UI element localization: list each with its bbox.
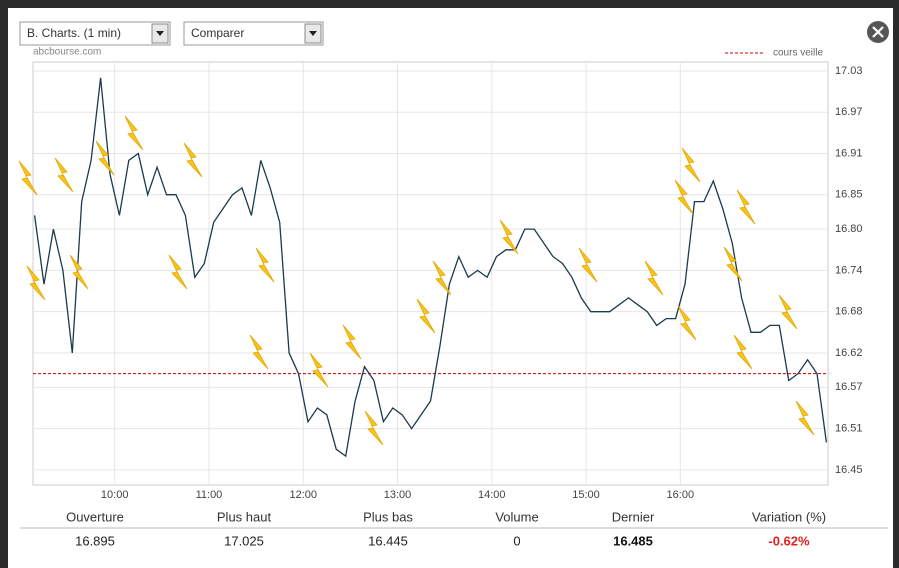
x-tick-label: 11:00 — [196, 489, 223, 501]
news-icon — [95, 140, 115, 176]
x-tick-label: 10:00 — [101, 489, 129, 501]
news-icon — [499, 219, 519, 255]
x-tick-label: 14:00 — [478, 489, 506, 501]
news-icon — [168, 254, 188, 290]
table-value: 16.445 — [368, 533, 408, 548]
news-icon — [416, 298, 436, 334]
y-tick-label: 16.68 — [835, 306, 863, 318]
news-icon — [69, 254, 89, 290]
period-select[interactable]: B. Charts. (1 min) — [19, 21, 171, 46]
compare-select[interactable]: Comparer — [183, 21, 324, 46]
y-tick-label: 16.45 — [835, 464, 863, 476]
x-tick-label: 16:00 — [667, 489, 695, 501]
table-value: 16.485 — [613, 533, 653, 548]
select-arrow — [309, 31, 317, 36]
select-arrow — [156, 31, 164, 36]
news-icon — [733, 334, 753, 370]
table-header: Plus haut — [217, 509, 272, 524]
news-icon — [249, 334, 269, 370]
table-value: -0.62% — [768, 533, 810, 548]
news-icon — [778, 294, 798, 330]
table-value: 17.025 — [224, 533, 264, 548]
news-icon — [736, 189, 756, 225]
x-tick-label: 15:00 — [572, 489, 600, 501]
news-icon — [795, 400, 815, 436]
select-box[interactable] — [183, 21, 324, 46]
table-value: 0 — [513, 533, 520, 548]
table-header: Plus bas — [363, 509, 413, 524]
news-icon — [432, 260, 452, 296]
news-icon — [674, 179, 694, 215]
y-tick-label: 16.91 — [835, 147, 863, 159]
y-tick-label: 16.97 — [835, 106, 863, 118]
news-icon — [364, 410, 384, 446]
y-tick-label: 16.62 — [835, 347, 863, 359]
y-tick-label: 16.74 — [835, 264, 863, 276]
select-label: B. Charts. (1 min) — [27, 26, 121, 40]
table-value: 16.895 — [75, 533, 115, 548]
news-icon — [26, 265, 46, 301]
news-icon — [309, 352, 329, 388]
y-tick-label: 16.57 — [835, 381, 863, 393]
news-icon — [342, 324, 362, 360]
news-icon — [578, 247, 598, 283]
x-tick-label: 13:00 — [384, 489, 412, 501]
news-icon — [255, 247, 275, 283]
news-icon — [54, 157, 74, 193]
y-tick-label: 16.80 — [835, 223, 863, 235]
news-icon — [644, 260, 664, 296]
news-icon — [124, 115, 144, 151]
watermark: abcbourse.com — [33, 47, 101, 58]
table-header: Volume — [495, 509, 538, 524]
news-icon — [723, 246, 743, 282]
table-header: Variation (%) — [752, 509, 826, 524]
y-tick-label: 17.03 — [835, 65, 863, 77]
legend-label: cours veille — [773, 48, 823, 59]
news-icon — [681, 147, 701, 183]
select-label: Comparer — [191, 26, 244, 40]
news-icon — [183, 142, 203, 178]
table-header: Dernier — [612, 509, 655, 524]
popup — [8, 8, 893, 568]
x-tick-label: 12:00 — [289, 489, 317, 501]
price-line — [33, 77, 828, 458]
select-box[interactable] — [19, 21, 171, 46]
table-header: Ouverture — [66, 509, 124, 524]
close-icon — [872, 26, 884, 38]
news-icon — [18, 160, 38, 196]
y-tick-label: 16.85 — [835, 189, 863, 201]
close-button[interactable] — [867, 21, 889, 43]
news-icon — [677, 305, 697, 341]
y-tick-label: 16.51 — [835, 423, 863, 435]
